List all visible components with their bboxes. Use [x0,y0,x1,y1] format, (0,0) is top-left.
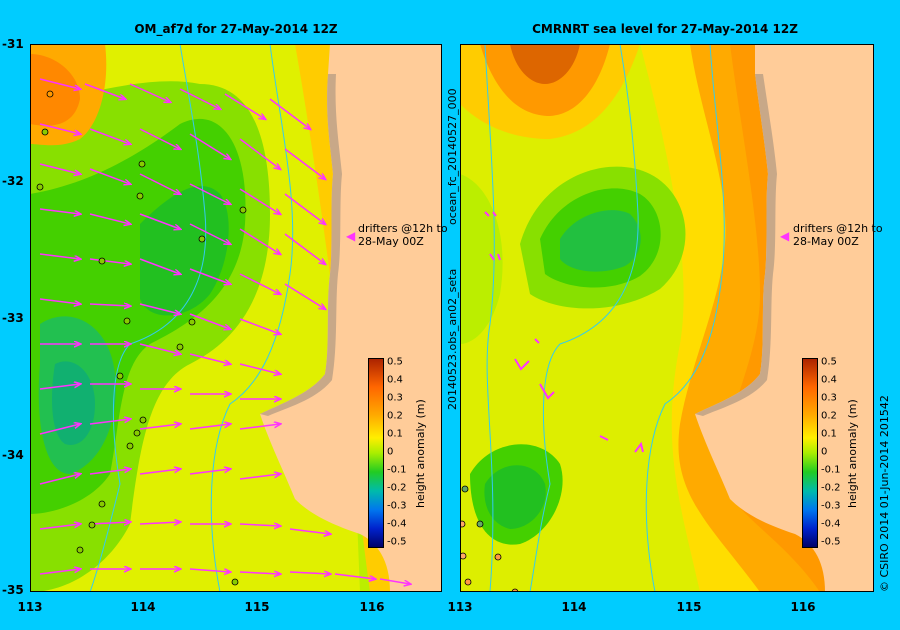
contour-green-eddy-core [560,210,641,272]
isobath [529,44,639,592]
drifter-positions [460,485,519,592]
isobath-shelf [210,44,294,592]
title-right: CMRNRT sea level for 27-May-2014 12Z [532,22,798,36]
model-run-label: ocean_fc_20140527_000 [446,88,459,225]
y-tick-35: -35 [2,583,24,597]
contour-eddy-core [52,361,95,445]
isobath-offshore [484,44,495,592]
contour-green-core [140,185,229,316]
cbar-tick-right: 0.2 [821,410,837,422]
cbar-tick-left: -0.1 [387,464,407,476]
cbar-tick-right: -0.3 [821,500,841,512]
x-tick-116-right: 116 [790,600,816,614]
x-tick-116-left: 116 [359,600,385,614]
drifter-arrows [39,78,410,584]
cbar-tick-left: 0.1 [387,428,403,440]
y-tick-32: -32 [2,174,24,188]
x-tick-114-right: 114 [561,600,587,614]
drifters-arrow-left-icon: ◀ [346,229,356,243]
contour-orange-core [30,54,80,126]
colorbar-left [368,358,384,548]
cbar-tick-left: 0.5 [387,356,403,368]
cbar-tick-left: 0.4 [387,374,403,386]
cbar-tick-right: -0.4 [821,518,841,530]
x-tick-115-right: 115 [676,600,702,614]
cbar-tick-right: -0.1 [821,464,841,476]
cbar-tick-right: -0.5 [821,536,841,548]
x-tick-113-right: 113 [447,600,473,614]
cbar-tick-right: -0.2 [821,482,841,494]
drifter-positions [36,90,247,586]
analysis-label: 20140523.obs_an02_seta [446,268,459,410]
drifters-note-left: drifters @12h to 28-May 00Z [358,222,448,248]
title-left: OM_af7d for 27-May-2014 12Z [134,22,338,36]
cbar-tick-left: -0.3 [387,500,407,512]
colorbar-label-right: height anomaly (m) [846,399,859,508]
cbar-tick-right: 0.5 [821,356,837,368]
land [260,44,442,592]
cbar-tick-left: -0.4 [387,518,407,530]
x-tick-114-left: 114 [130,600,156,614]
colorbar-right [802,358,818,548]
cbar-tick-left: 0.2 [387,410,403,422]
cbar-tick-left: -0.5 [387,536,407,548]
copyright-label: © CSIRO 2014 01-Jun-2014 201542 [878,395,891,592]
drifters-arrow-right-icon: ◀ [780,229,790,243]
cbar-tick-left: 0 [387,446,394,458]
land [695,44,874,592]
map-left [30,44,442,592]
colorbar-label-left: height anomaly (m) [414,399,427,508]
cbar-tick-right: 0.3 [821,392,837,404]
x-tick-113-left: 113 [17,600,43,614]
cbar-tick-right: 0 [821,446,828,458]
drifter-tracks [484,211,644,453]
y-tick-33: -33 [2,311,24,325]
y-tick-31: -31 [2,37,24,51]
isobath-shelf [645,44,725,592]
shelf [260,74,342,416]
contour-orange-core [510,44,580,84]
isobath [89,44,207,592]
contour-green-south-core [484,465,546,529]
cbar-tick-left: 0.3 [387,392,403,404]
cbar-tick-right: 0.1 [821,428,837,440]
x-tick-115-left: 115 [244,600,270,614]
cbar-tick-left: -0.2 [387,482,407,494]
cbar-tick-right: 0.4 [821,374,837,386]
y-tick-34: -34 [2,448,24,462]
drifters-note-right: drifters @12h to 28-May 00Z [793,222,883,248]
